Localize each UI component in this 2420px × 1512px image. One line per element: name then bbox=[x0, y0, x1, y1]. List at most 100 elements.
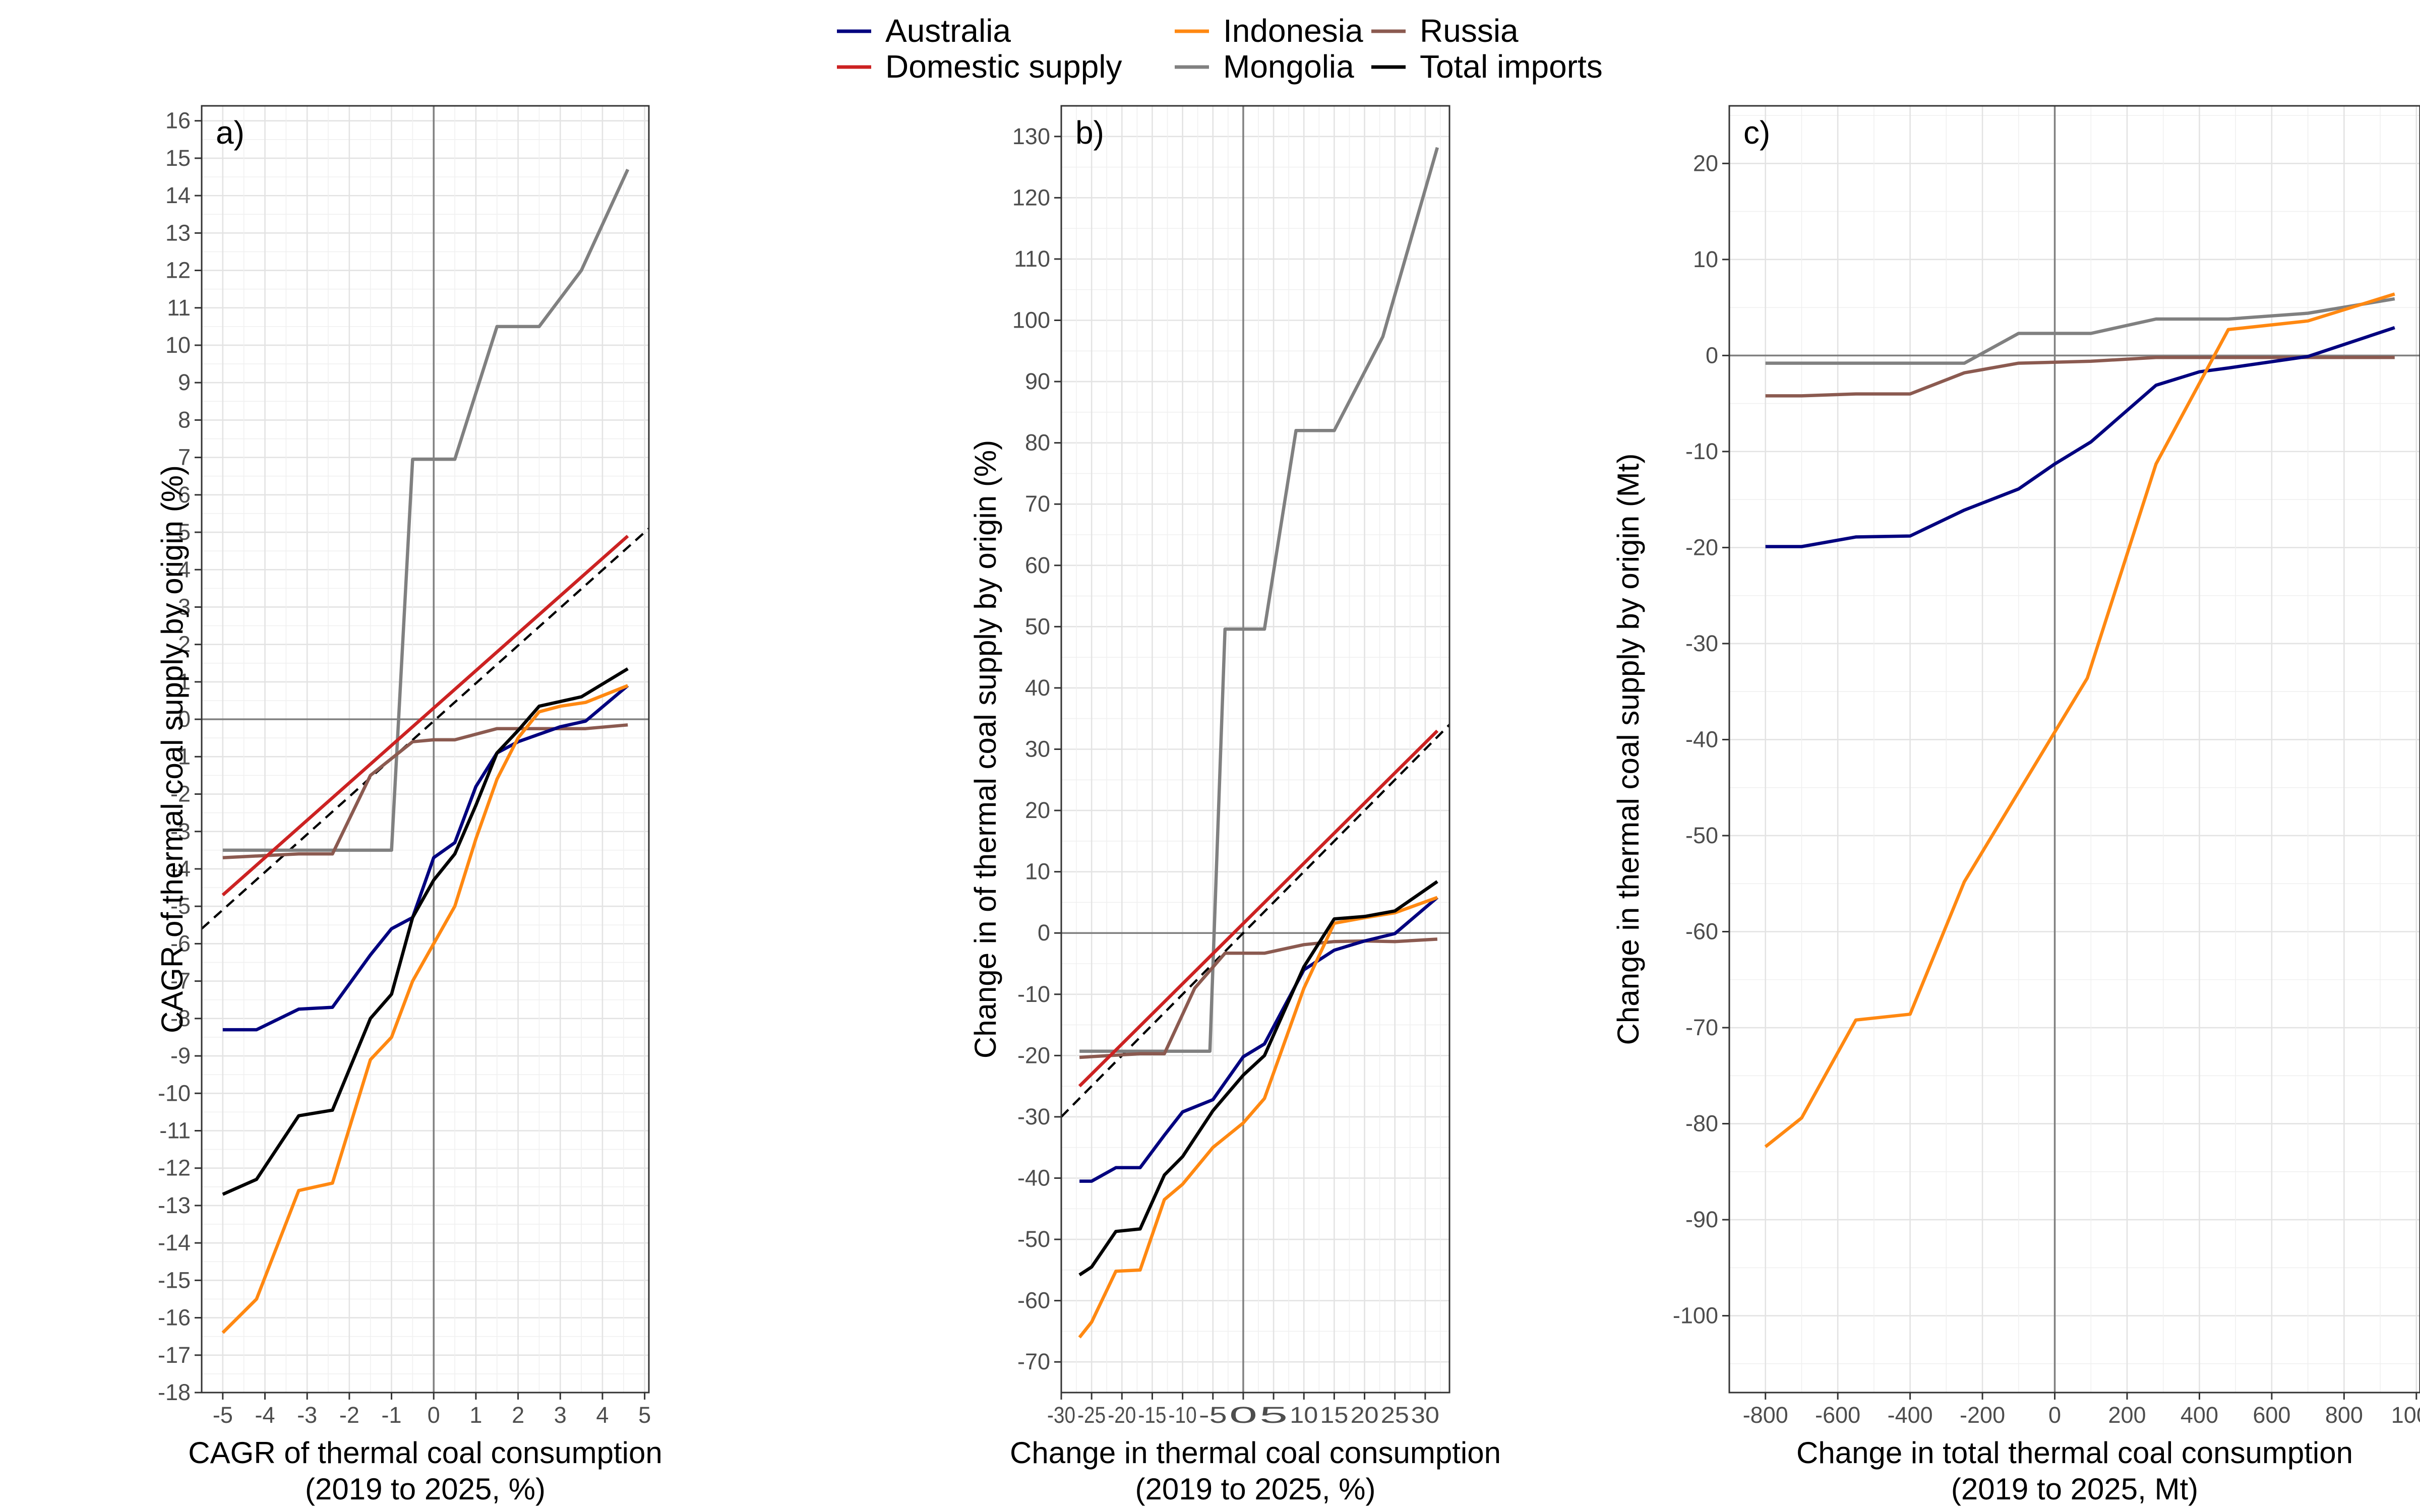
y-tick-label: 10 bbox=[1693, 246, 1718, 272]
y-axis-title: CAGR of thermal coal supply by origin (%… bbox=[155, 465, 189, 1033]
y-tick-label: 16 bbox=[165, 108, 191, 134]
y-tick-label: 6 bbox=[178, 482, 191, 508]
y-tick-label: 20 bbox=[1693, 150, 1718, 176]
y-tick-label: -80 bbox=[1685, 1111, 1718, 1137]
plot-background bbox=[202, 106, 649, 1393]
y-tick-label: 0 bbox=[1706, 342, 1718, 368]
legend-label-australia: Australia bbox=[885, 13, 1011, 49]
x-tick-label: 0 bbox=[428, 1402, 440, 1428]
y-tick-label: -50 bbox=[1685, 823, 1718, 848]
y-tick-label: 100 bbox=[1012, 307, 1050, 333]
y-tick-label: -17 bbox=[158, 1342, 191, 1368]
x-tick-label: 600 bbox=[2253, 1402, 2290, 1428]
y-tick-label: -11 bbox=[159, 1117, 191, 1143]
x-tick-label: -1 bbox=[382, 1402, 402, 1428]
y-tick-label: 3 bbox=[178, 594, 191, 619]
x-tick-label: 400 bbox=[2181, 1402, 2218, 1428]
x-tick-label: -5 bbox=[1199, 1402, 1227, 1428]
x-axis-title: Change in total thermal coal consumption bbox=[1796, 1436, 2353, 1470]
diagonal-reference-line bbox=[202, 527, 649, 930]
series-line-russia bbox=[1765, 355, 2395, 398]
x-tick-label: 25 bbox=[1381, 1402, 1409, 1428]
x-tick-label: -30 bbox=[1047, 1402, 1075, 1428]
y-tick-label: -40 bbox=[1685, 726, 1718, 752]
y-tick-label: 110 bbox=[1014, 246, 1050, 272]
series-group bbox=[1061, 147, 1449, 1339]
legend-item-total-imports: Total imports bbox=[1371, 48, 1603, 85]
x-axis-title: CAGR of thermal coal consumption bbox=[188, 1436, 662, 1470]
x-axis-title-units: (2019 to 2025, %) bbox=[305, 1472, 546, 1506]
y-tick-label: -3 bbox=[170, 818, 191, 844]
y-tick-label: 1 bbox=[178, 669, 191, 695]
x-tick-label: 30 bbox=[1411, 1402, 1439, 1428]
x-tick-label: -400 bbox=[1888, 1402, 1933, 1428]
series-line-domestic-supply bbox=[221, 535, 629, 897]
x-axis: -800 -600 -400 -200 0 200 400 600 800 1000 bbox=[1743, 1393, 2420, 1428]
y-tick-label: 130 bbox=[1012, 123, 1050, 149]
legend-item-indonesia: Indonesia bbox=[1175, 13, 1363, 49]
x-axis-title: Change in thermal coal consumption bbox=[1010, 1436, 1501, 1470]
y-axis-title: Change in of thermal coal supply by orig… bbox=[969, 440, 1002, 1058]
plot-background bbox=[1729, 106, 2420, 1393]
y-tick-label: 60 bbox=[1025, 552, 1050, 578]
y-tick-label: -100 bbox=[1673, 1303, 1718, 1329]
y-tick-label: -10 bbox=[1017, 981, 1050, 1007]
y-tick-label: -20 bbox=[1017, 1042, 1050, 1068]
series-line-total-imports bbox=[222, 667, 629, 1196]
x-tick-label: 3 bbox=[554, 1402, 567, 1428]
x-tick-label: 10 bbox=[1290, 1402, 1318, 1428]
y-tick-label: 7 bbox=[178, 445, 191, 470]
series-group bbox=[202, 168, 649, 1334]
y-tick-label: 20 bbox=[1025, 797, 1050, 823]
y-tick-label: -60 bbox=[1017, 1288, 1050, 1313]
y-tick-label: 2 bbox=[178, 632, 191, 657]
y-tick-label: 15 bbox=[165, 145, 191, 171]
y-tick-label: 70 bbox=[1025, 491, 1050, 517]
x-axis-title-units: (2019 to 2025, Mt) bbox=[1951, 1472, 2198, 1506]
x-tick-label: 800 bbox=[2325, 1402, 2363, 1428]
series-line-mongolia bbox=[222, 168, 630, 852]
y-tick-label: -13 bbox=[158, 1192, 191, 1218]
y-tick-label: 30 bbox=[1025, 736, 1050, 762]
series-line-total-imports bbox=[1078, 880, 1438, 1277]
y-tick-label: 11 bbox=[167, 295, 191, 321]
y-tick-label: -30 bbox=[1017, 1104, 1050, 1129]
x-tick-label: -4 bbox=[255, 1402, 275, 1428]
x-tick-label: -200 bbox=[1960, 1402, 2005, 1428]
legend-label-total-imports: Total imports bbox=[1420, 48, 1603, 85]
series-line-mongolia bbox=[1079, 147, 1439, 1053]
y-tick-label: 10 bbox=[1025, 859, 1050, 885]
y-tick-label: -9 bbox=[170, 1043, 191, 1068]
y-tick-label: -6 bbox=[170, 930, 191, 956]
legend-label-russia: Russia bbox=[1420, 13, 1519, 49]
y-tick-label: -70 bbox=[1017, 1349, 1050, 1374]
x-axis: -5 -4 -3 -2 -1 0 1 2 3 4 5 bbox=[213, 1393, 651, 1428]
y-tick-label: -40 bbox=[1017, 1165, 1050, 1191]
y-tick-label: -5 bbox=[170, 893, 191, 919]
x-tick-label: 1000 bbox=[2391, 1402, 2420, 1428]
series-line-russia bbox=[1079, 937, 1438, 1059]
x-tick-label: 4 bbox=[596, 1402, 609, 1428]
y-axis: -18-17-16-15-14-13-12-11-10-9-8-7-6-5-4-… bbox=[158, 108, 202, 1405]
y-axis-title: Change in thermal coal supply by origin … bbox=[1611, 454, 1645, 1045]
y-tick-label: -8 bbox=[170, 1005, 191, 1031]
y-tick-label: -16 bbox=[158, 1305, 191, 1331]
legend-item-mongolia: Mongolia bbox=[1175, 48, 1354, 85]
x-tick-label: -25 bbox=[1077, 1402, 1106, 1428]
legend-item-australia: Australia bbox=[837, 13, 1011, 49]
series-line-indonesia bbox=[1764, 292, 2395, 1148]
panel-tag: a) bbox=[216, 114, 245, 151]
y-tick-label: -10 bbox=[158, 1080, 191, 1106]
legend-item-russia: Russia bbox=[1371, 13, 1519, 49]
series-line-australia bbox=[1079, 896, 1439, 1183]
y-tick-label: -1 bbox=[170, 743, 191, 769]
y-tick-label: 0 bbox=[1038, 920, 1050, 946]
y-axis: -70 -60 -50 -40 -30 -20 -10 0 10 20 30 40 50 60 70 80 90… bbox=[1012, 123, 1061, 1374]
series-group bbox=[1764, 292, 2395, 1148]
y-tick-label: -90 bbox=[1685, 1207, 1718, 1232]
y-tick-label: -60 bbox=[1685, 918, 1718, 944]
x-tick-label: -5 bbox=[213, 1402, 233, 1428]
series-line-indonesia bbox=[221, 684, 629, 1334]
x-tick-label: 20 bbox=[1351, 1402, 1379, 1428]
